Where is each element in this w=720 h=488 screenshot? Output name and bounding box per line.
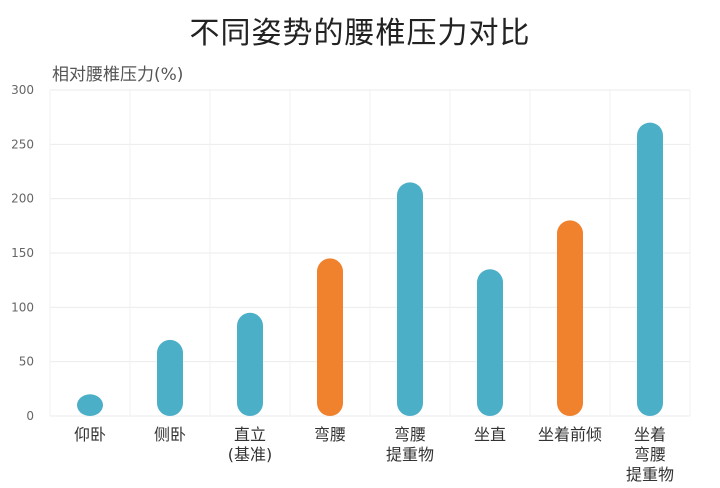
bar [317, 258, 343, 416]
bar [237, 312, 263, 416]
bar [77, 394, 103, 416]
bar [397, 182, 423, 416]
bar [637, 122, 663, 416]
y-tick-label: 0 [26, 409, 34, 423]
bar [477, 269, 503, 416]
x-tick-label: 弯腰 [634, 445, 666, 464]
x-tick-label: 坐着前倾 [538, 425, 602, 444]
x-tick-label: (基准) [228, 445, 273, 464]
x-tick-label: 坐直 [474, 425, 506, 444]
x-tick-label: 提重物 [386, 445, 434, 464]
x-tick-label: 直立 [234, 425, 266, 444]
y-tick-label: 150 [11, 246, 34, 260]
y-tick-label: 50 [19, 355, 34, 369]
y-tick-label: 250 [11, 137, 34, 151]
chart-title: 不同姿势的腰椎压力对比 [189, 16, 531, 51]
y-axis-label: 相对腰椎压力(%) [52, 65, 184, 85]
bar [557, 220, 583, 416]
x-tick-label: 仰卧 [74, 425, 106, 444]
x-tick-label: 坐着 [634, 425, 666, 444]
y-tick-label: 200 [11, 192, 34, 206]
bar [157, 339, 183, 416]
y-tick-label: 300 [11, 83, 34, 97]
x-tick-label: 侧卧 [154, 425, 186, 444]
y-tick-label: 100 [11, 300, 34, 314]
x-tick-label: 弯腰 [394, 425, 426, 444]
x-tick-label: 弯腰 [314, 425, 346, 444]
x-tick-label: 提重物 [626, 465, 674, 484]
